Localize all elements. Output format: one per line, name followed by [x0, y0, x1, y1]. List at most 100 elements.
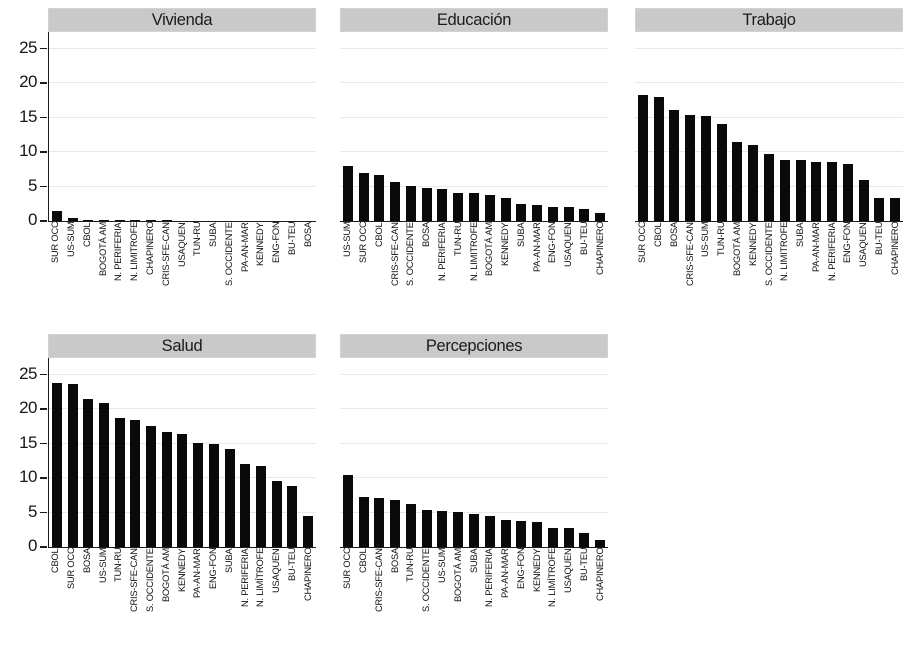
x-label-slot: S. OCCIDENTE	[403, 222, 419, 319]
x-label-slot: SUR OCC	[64, 548, 80, 645]
bar-slot	[576, 532, 592, 547]
bar-slot	[285, 486, 301, 547]
bar-percepciones-CHAPINERO	[595, 540, 606, 547]
bar-slot	[159, 432, 175, 547]
bar-slot	[65, 217, 81, 221]
bar-salud-TUN-RU	[114, 417, 125, 547]
bar-slot	[777, 159, 793, 221]
gridline-10	[49, 151, 316, 152]
x-label-slot: CHAPINERO	[592, 548, 608, 645]
y-axis-tick-15	[40, 442, 47, 445]
bar-salud-BOGOTÁ AM	[161, 432, 172, 547]
x-label-slot: N. LIMITROFE	[466, 222, 482, 319]
bar-trabajo-N. LIMITROFE	[779, 159, 790, 221]
gridline-25	[49, 47, 316, 49]
bar-percepciones-PA-AN-MAR	[500, 520, 511, 547]
x-axis-label-S. OCCIDENTE: S. OCCIDENTE	[223, 222, 234, 286]
bar-educacion-US-SUM	[342, 165, 353, 221]
x-label-slot: S. OCCIDENTE	[221, 222, 237, 319]
bar-slot	[190, 442, 206, 547]
x-axis-labels-salud: CBOL SUR OCC BOSA US-SUM TUN-RU CRIS-SFE-CAN S…	[48, 548, 316, 645]
x-axis-label-BOGOTÁ AM: BOGOTÁ AM	[97, 222, 108, 276]
x-axis-label-N. LIMÍTROFE: N. LIMÍTROFE	[547, 548, 558, 608]
bar-slot	[340, 165, 356, 221]
bar-slot	[356, 497, 372, 547]
x-label-slot: TUN-RU	[111, 548, 127, 645]
y-axis-label-0: 0	[28, 536, 37, 555]
gridline-25	[340, 47, 608, 49]
x-axis-label-ENG-FON: ENG-FON	[842, 222, 853, 264]
bar-salud-N. LIMÍTROFE	[255, 465, 266, 547]
y-axis-label-10: 10	[19, 467, 37, 486]
bar-salud-S. OCCIDENTE	[146, 425, 157, 547]
x-label-slot: SUR OCC	[340, 548, 356, 645]
bar-salud-BOSA	[83, 398, 94, 547]
bar-slot	[482, 194, 498, 221]
x-axis-label-ENG-FON: ENG-FON	[271, 222, 282, 264]
x-axis-label-BOSA: BOSA	[668, 222, 679, 248]
x-axis-label-CRIS-SFE-CAN: CRIS-SFE-CAN	[684, 222, 695, 286]
x-axis-label-CRIS-SFE-CAN: CRIS-SFE-CAN	[389, 222, 400, 286]
y-axis-tick-10	[40, 477, 47, 479]
gridline-20	[340, 408, 608, 409]
x-label-slot: N. PERIFERIA	[111, 222, 127, 319]
bar-educacion-N. PERIFERIA	[437, 188, 448, 221]
y-axis-label-20: 20	[19, 398, 37, 417]
x-axis-label-S. OCCIDENTE: S. OCCIDENTE	[144, 548, 155, 612]
x-label-slot: CBOL	[356, 548, 372, 645]
bar-slot	[871, 197, 887, 221]
x-label-slot: BOSA	[80, 548, 96, 645]
bar-percepciones-CBOL	[358, 497, 369, 547]
x-label-slot: N. LIMITROFE	[777, 222, 793, 319]
x-axis-label-BU-TEU: BU-TEU	[873, 222, 884, 256]
x-label-slot: CHAPINERO	[887, 222, 903, 319]
gridline-20	[340, 82, 608, 83]
y-axis-tick-5	[40, 185, 47, 188]
panel-title-educacion: Educación	[340, 8, 608, 32]
bar-slot	[128, 420, 144, 547]
x-label-slot: ENG-FON	[840, 222, 856, 319]
bar-slot	[545, 206, 561, 221]
x-label-slot: BU-TEU	[284, 222, 300, 319]
bar-slot	[545, 527, 561, 547]
x-label-slot: TUN-RU	[190, 222, 206, 319]
x-axis-label-SUBA: SUBA	[208, 222, 219, 247]
bar-slot	[513, 203, 529, 221]
bar-slot	[667, 109, 683, 221]
bar-slot	[96, 219, 112, 221]
bar-slot	[387, 182, 403, 221]
x-axis-label-CBOL: CBOL	[50, 548, 61, 573]
y-axis-tick-25	[40, 373, 47, 376]
bar-slot	[592, 540, 608, 547]
bar-educacion-USAQUEN	[563, 207, 574, 221]
x-label-slot: SUR OCC	[635, 222, 651, 319]
x-label-slot: BOSA	[300, 222, 316, 319]
bar-slot	[372, 498, 388, 547]
x-axis-labels-percepciones: SUR OCC CBOL CRIS-SFE-CAN BOSA TUN-RU S. OCCI…	[340, 548, 608, 645]
x-label-slot: CRIS-SFE-CAN	[127, 548, 143, 645]
bar-slot	[730, 142, 746, 221]
bar-slot	[450, 192, 466, 221]
x-axis-label-CHAPINERO: CHAPINERO	[144, 222, 155, 276]
x-axis-label-ENG-FON: ENG-FON	[547, 222, 558, 264]
bar-percepciones-ENG-FON	[516, 520, 527, 547]
bar-slot	[808, 161, 824, 221]
x-label-slot: TUN-RU	[403, 548, 419, 645]
gridline-5	[340, 511, 608, 513]
x-axis-label-N. PERIFERIA: N. PERIFERIA	[436, 222, 447, 281]
bar-slot	[175, 433, 191, 547]
x-axis-label-SUR OCC: SUR OCC	[342, 548, 353, 590]
x-label-slot: S. OCCIDENTE	[761, 222, 777, 319]
x-label-slot: KENNEDY	[529, 548, 545, 645]
x-axis-label-USAQUEN: USAQUEN	[858, 222, 869, 267]
bar-salud-ENG-FON	[208, 443, 219, 547]
bar-vivienda-SUR OCC	[51, 211, 62, 221]
x-axis-label-BOSA: BOSA	[302, 222, 313, 248]
bar-trabajo-CBOL	[653, 96, 664, 221]
y-axis-tick-10	[40, 151, 47, 153]
x-axis-label-BOSA: BOSA	[389, 548, 400, 574]
bar-slot	[714, 124, 730, 221]
chart-panel-salud: Salud 0 5 10 15 20 25 CBOL SUR OCC BOSA US-SUM TUN-…	[19, 334, 316, 645]
bar-trabajo-N. PERIFERIA	[827, 161, 838, 221]
bar-percepciones-SUBA	[469, 513, 479, 547]
